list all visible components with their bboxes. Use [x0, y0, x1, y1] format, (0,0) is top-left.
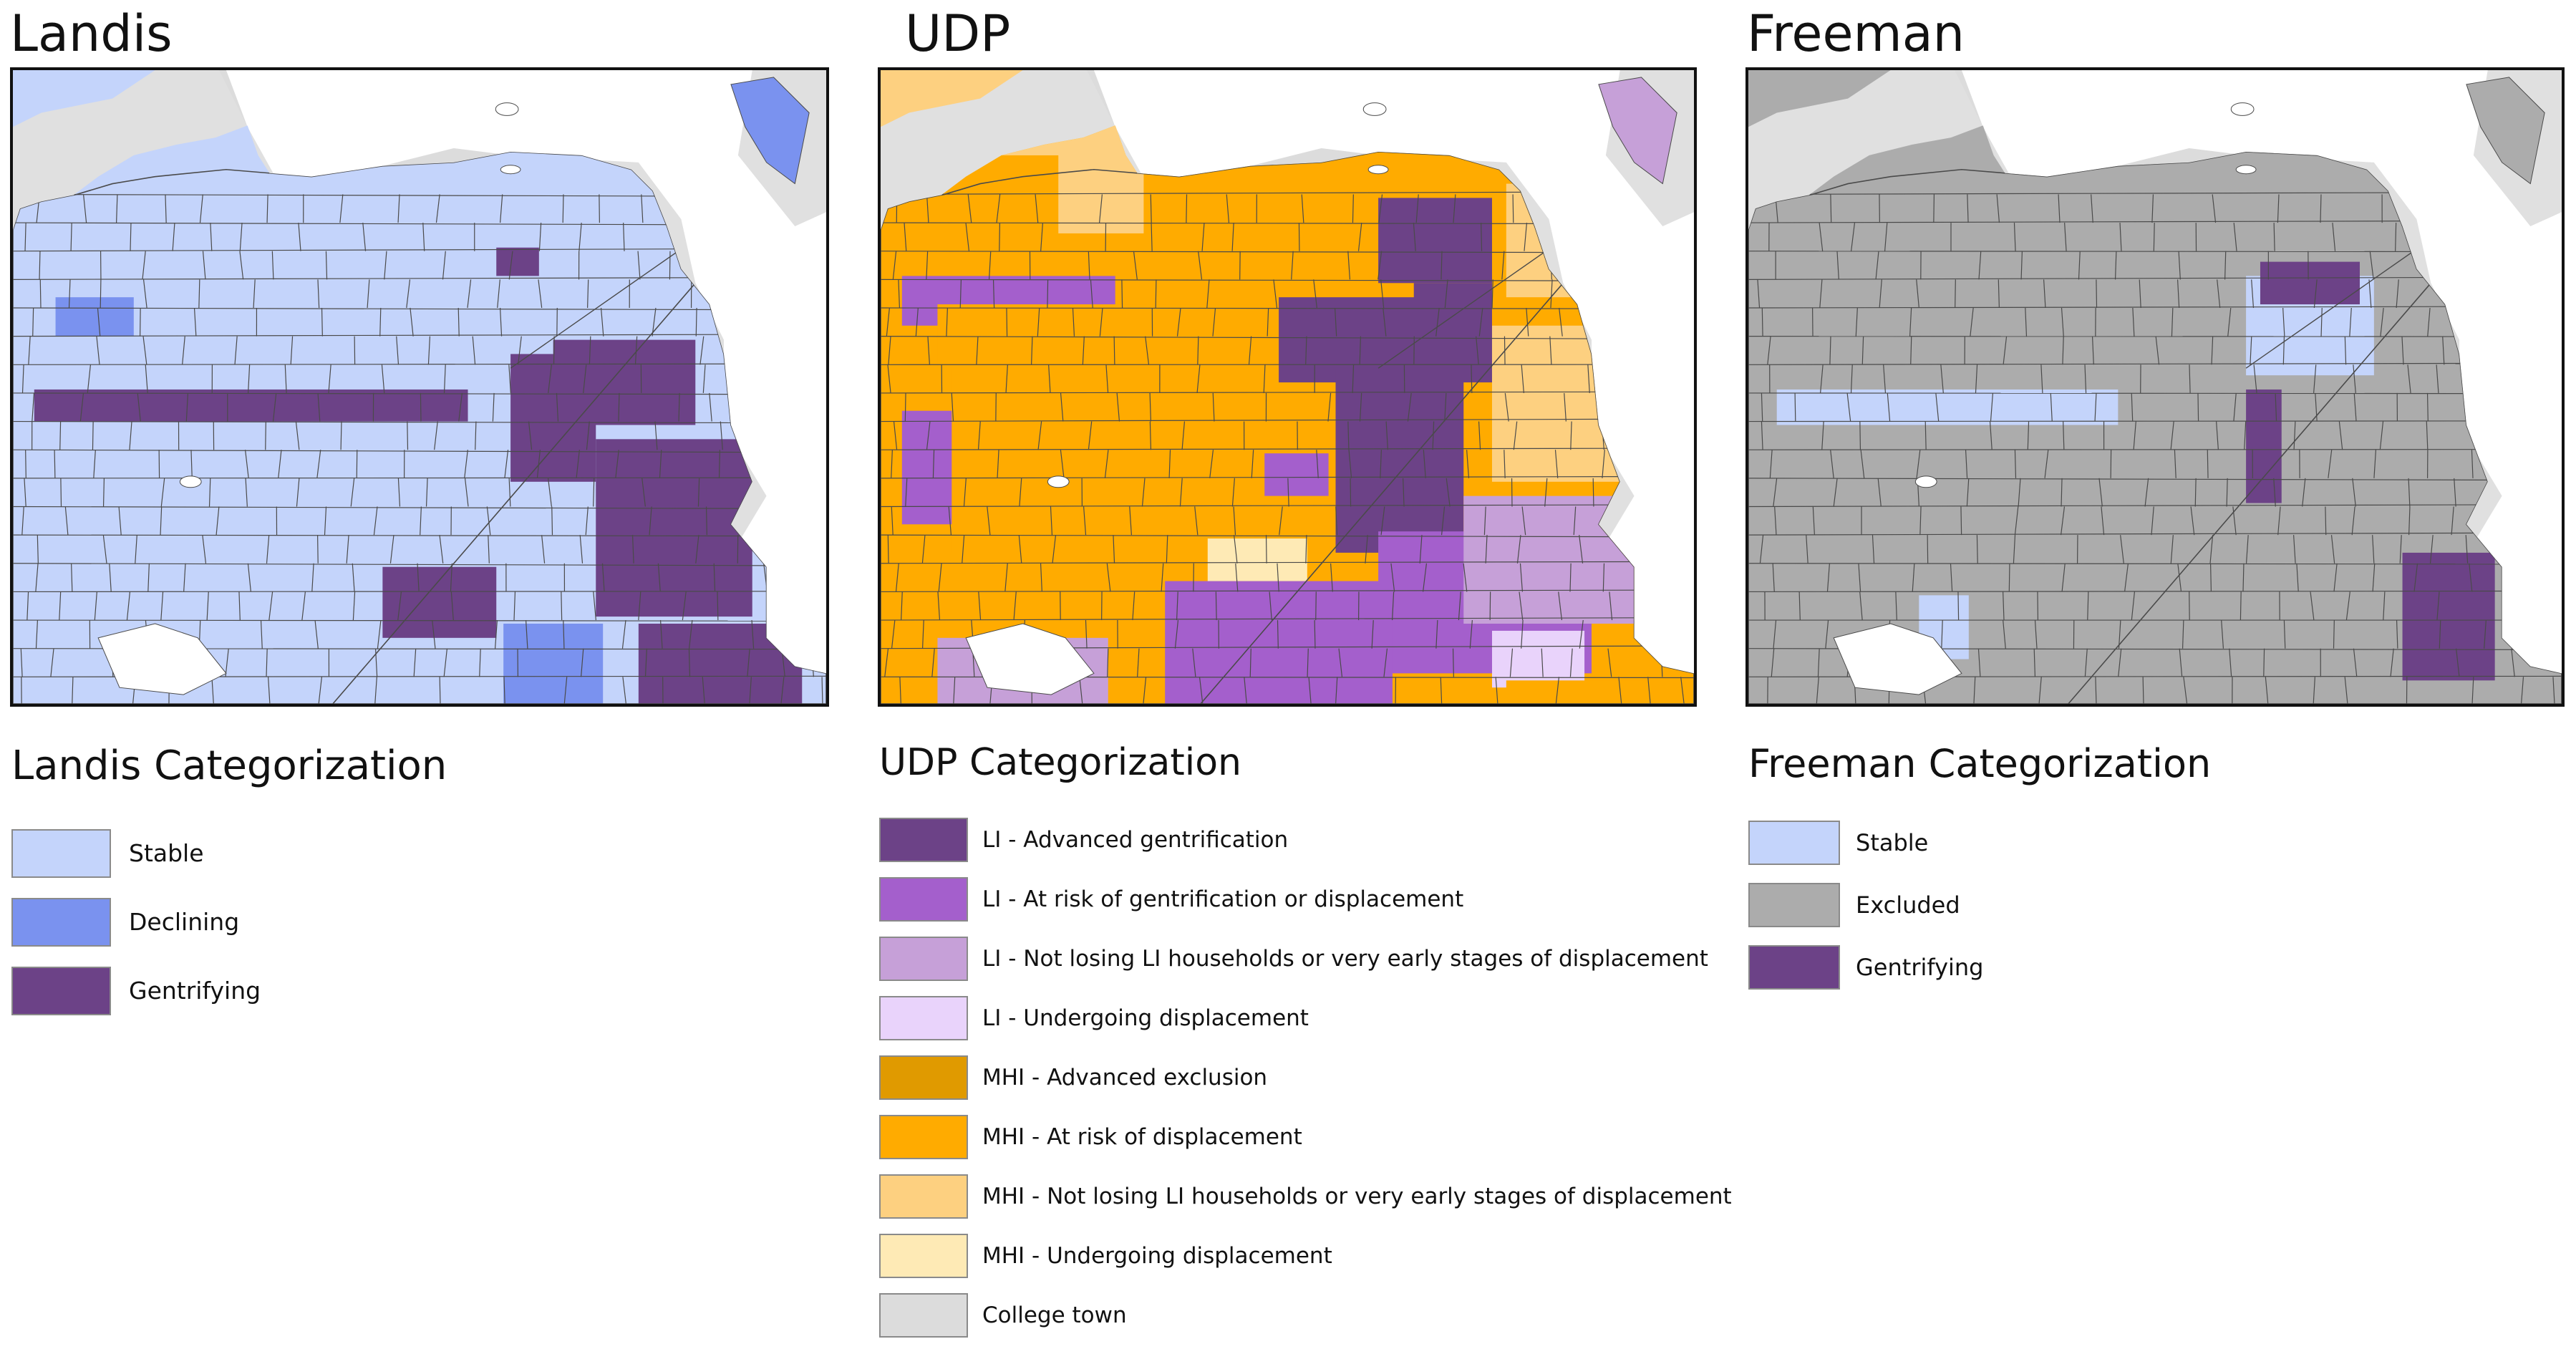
map-title-freeman: Freeman — [1747, 4, 1965, 63]
map-udp-svg — [881, 70, 1694, 704]
legend-swatch-mhi-not-losing — [879, 1174, 968, 1219]
legend-swatch-mhi-advanced-exclusion — [879, 1055, 968, 1100]
map-freeman[interactable] — [1745, 67, 2565, 707]
map-title-landis: Landis — [10, 4, 173, 63]
legend-swatch-li-at-risk — [879, 877, 968, 922]
map-freeman-water — [1833, 102, 2257, 695]
legend-label-mhi-not-losing: MHI - Not losing LI households or very e… — [982, 1184, 1732, 1209]
legend-swatch-stable — [1748, 821, 1840, 865]
legend-label-li-at-risk: LI - At risk of gentrification or displa… — [982, 886, 1464, 912]
map-landis-svg — [13, 70, 826, 704]
legend-label-stable: Stable — [1856, 829, 1929, 856]
legend-label-gentrifying: Gentrifying — [129, 977, 261, 1005]
legend-label-gentrifying: Gentrifying — [1856, 954, 1984, 981]
legend-label-li-not-losing: LI - Not losing LI households or very ea… — [982, 946, 1708, 972]
legend-swatch-declining — [11, 898, 111, 947]
legend-title-freeman: Freeman Categorization — [1748, 741, 2212, 786]
map-udp-tracts — [881, 125, 1694, 704]
legend-label-li-undergoing-displacement: LI - Undergoing displacement — [982, 1005, 1309, 1031]
map-udp[interactable] — [878, 67, 1697, 707]
legend-label-declining: Declining — [129, 908, 240, 936]
legend-label-college-town: College town — [982, 1302, 1127, 1328]
legend-title-landis: Landis Categorization — [11, 743, 447, 789]
panel-landis: Landis Landis Categorization Stable Decl… — [0, 0, 831, 1349]
legend-label-mhi-advanced-exclusion: MHI - Advanced exclusion — [982, 1065, 1268, 1091]
map-landis[interactable] — [10, 67, 829, 707]
map-freeman-svg — [1748, 70, 2562, 704]
legend-swatch-college-town — [879, 1293, 968, 1338]
legend-label-stable: Stable — [129, 839, 204, 867]
panel-udp: UDP UDP Categorization LI - Advanced gen… — [868, 0, 1732, 1349]
legend-label-mhi-at-risk: MHI - At risk of displacement — [982, 1124, 1302, 1150]
legend-swatch-gentrifying — [11, 967, 111, 1015]
legend-label-li-advanced-gentrification: LI - Advanced gentrification — [982, 827, 1289, 853]
legend-swatch-li-undergoing-displacement — [879, 996, 968, 1040]
legend-swatch-excluded — [1748, 883, 1840, 927]
panel-freeman: Freeman Freeman Categorization Stable Ex… — [1735, 0, 2566, 1349]
map-udp-water — [965, 102, 1389, 695]
legend-swatch-mhi-at-risk — [879, 1115, 968, 1159]
map-title-udp: UDP — [905, 4, 1011, 63]
legend-title-udp: UDP Categorization — [879, 741, 1241, 784]
legend-label-excluded: Excluded — [1856, 891, 1960, 919]
legend-swatch-mhi-undergoing-displacement — [879, 1234, 968, 1278]
legend-label-mhi-undergoing-displacement: MHI - Undergoing displacement — [982, 1243, 1332, 1269]
legend-swatch-li-not-losing — [879, 937, 968, 981]
map-landis-water — [97, 102, 521, 695]
legend-swatch-li-advanced-gentrification — [879, 818, 968, 862]
legend-swatch-gentrifying — [1748, 945, 1840, 990]
legend-swatch-stable — [11, 829, 111, 878]
